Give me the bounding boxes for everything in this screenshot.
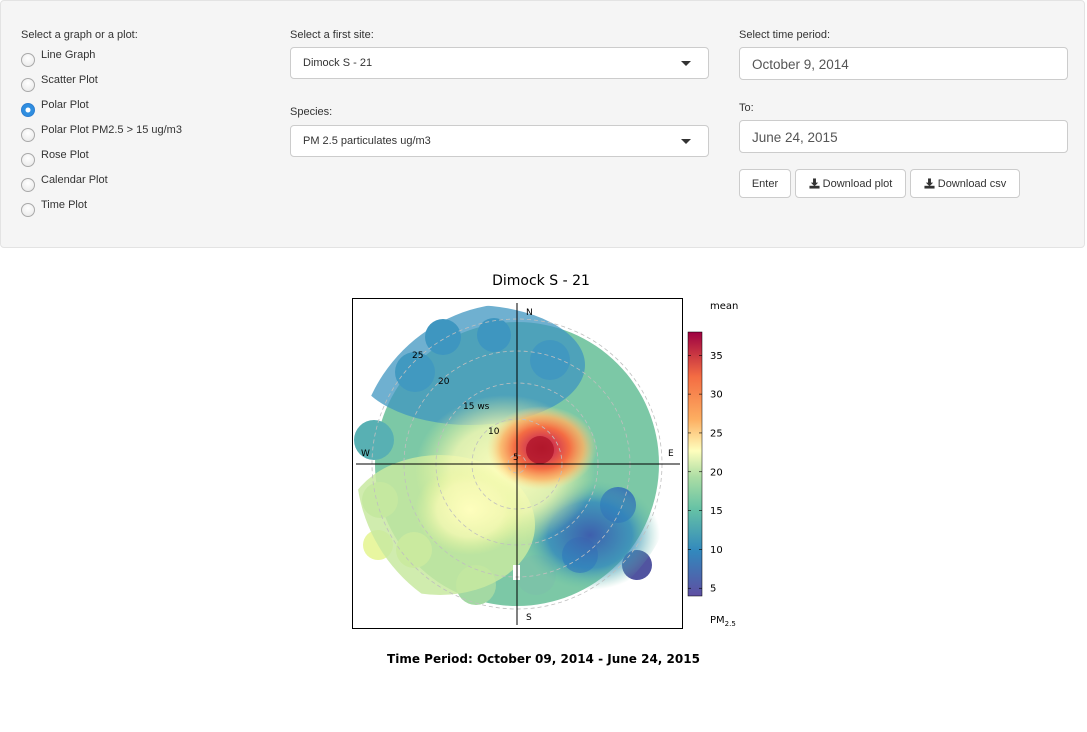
graph-option-label: Rose Plot <box>41 149 89 161</box>
enter-button[interactable]: Enter <box>739 169 791 198</box>
start-date-input[interactable]: October 9, 2014 <box>739 47 1068 80</box>
colorbar-tick-label: 20 <box>710 467 723 478</box>
download-icon <box>924 178 935 189</box>
graph-option-label: Time Plot <box>41 199 88 211</box>
site-select[interactable]: Dimock S - 21 <box>290 47 709 79</box>
radio-unchecked-icon[interactable] <box>21 203 35 217</box>
colorbar-tick-label: 10 <box>710 545 723 556</box>
download-plot-button[interactable]: Download plot <box>795 169 906 198</box>
site-select-value: Dimock S - 21 <box>303 57 373 69</box>
chevron-down-icon <box>681 61 691 66</box>
ring-label-10: 10 <box>488 427 500 437</box>
to-label: To: <box>739 102 754 114</box>
graph-type-label: Select a graph or a plot: <box>21 29 138 41</box>
compass-east: E <box>668 449 674 459</box>
graph-option-label: Calendar Plot <box>41 174 108 186</box>
compass-west: W <box>361 449 370 459</box>
species-label: Species: <box>290 106 333 118</box>
compass-south: S <box>526 613 532 623</box>
download-csv-button[interactable]: Download csv <box>910 169 1020 198</box>
graph-option-label: Polar Plot <box>41 99 89 111</box>
enter-button-label: Enter <box>751 177 779 190</box>
radio-unchecked-icon[interactable] <box>21 78 35 92</box>
colorbar-tick-label: 25 <box>710 428 723 439</box>
ring-label-5: 5 <box>513 453 519 463</box>
ring-label-15: 15 ws <box>463 402 490 412</box>
colorbar <box>687 331 703 597</box>
ring-label-20: 20 <box>438 377 450 387</box>
colorbar-tick-label: 5 <box>710 584 716 595</box>
graph-option-label: Scatter Plot <box>41 74 98 86</box>
radio-unchecked-icon[interactable] <box>21 153 35 167</box>
radio-unchecked-icon[interactable] <box>21 128 35 142</box>
colorbar-tick-label: 35 <box>710 351 723 362</box>
colorbar-tick-label: 15 <box>710 506 723 517</box>
control-panel: Select a graph or a plot: Line Graph Scat… <box>0 0 1085 248</box>
time-period-label: Select time period: <box>739 29 831 41</box>
colorbar-unit-main: PM <box>710 615 725 626</box>
radio-unchecked-icon[interactable] <box>21 178 35 192</box>
radio-checked-icon[interactable] <box>21 103 35 117</box>
end-date-value: June 24, 2015 <box>752 130 838 145</box>
download-icon <box>809 178 820 189</box>
colorbar-unit-sub: 2.5 <box>725 620 736 628</box>
download-csv-label: Download csv <box>937 177 1007 190</box>
ring-label-25: 25 <box>412 351 423 361</box>
colorbar-tick-label: 30 <box>710 390 723 401</box>
colorbar-title: mean <box>710 301 738 312</box>
time-period-footer: Time Period: October 09, 2014 - June 24,… <box>387 652 700 666</box>
species-select-value: PM 2.5 particulates ug/m3 <box>303 135 431 147</box>
graph-option-label: Polar Plot PM2.5 > 15 ug/m3 <box>41 124 182 136</box>
download-plot-label: Download plot <box>822 177 893 190</box>
species-select[interactable]: PM 2.5 particulates ug/m3 <box>290 125 709 157</box>
graph-option-label: Line Graph <box>41 49 96 61</box>
chevron-down-icon <box>681 139 691 144</box>
compass-north: N <box>526 308 533 318</box>
end-date-input[interactable]: June 24, 2015 <box>739 120 1068 153</box>
colorbar-ticks: 5 10 15 20 25 30 35 <box>688 351 723 595</box>
start-date-value: October 9, 2014 <box>752 57 849 72</box>
plot-title: Dimock S - 21 <box>492 273 590 289</box>
site-label: Select a first site: <box>290 29 374 41</box>
radio-unchecked-icon[interactable] <box>21 53 35 67</box>
colorbar-unit: PM2.5 <box>710 615 736 628</box>
